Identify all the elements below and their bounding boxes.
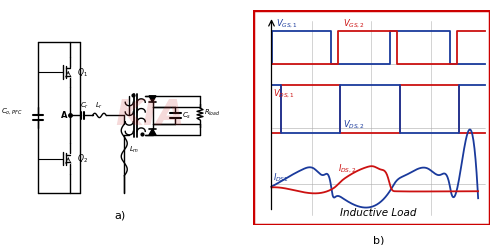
Text: $Q_1$: $Q_1$ [78,66,88,79]
Text: a): a) [114,210,126,220]
Polygon shape [149,96,156,102]
Text: $L_r$: $L_r$ [95,100,103,111]
Text: $I_{DS,2}$: $I_{DS,2}$ [338,162,357,175]
Text: $C_{o,PFC}$: $C_{o,PFC}$ [1,106,23,116]
Text: $R_{load}$: $R_{load}$ [204,108,221,118]
Text: $I_{DS1}$: $I_{DS1}$ [272,172,288,184]
Text: Inductive Load: Inductive Load [340,208,416,218]
Text: $V_{GS,1}$: $V_{GS,1}$ [276,17,298,30]
Text: KIA: KIA [115,98,185,133]
Text: A: A [61,111,68,120]
Text: $V_{DS,1}$: $V_{DS,1}$ [272,87,295,100]
Polygon shape [149,129,156,135]
Text: $C_s$: $C_s$ [182,110,192,121]
Text: b): b) [372,235,384,245]
Text: $Q_2$: $Q_2$ [78,152,88,165]
Text: $V_{GS,2}$: $V_{GS,2}$ [343,17,365,30]
Text: $V_{DS,2}$: $V_{DS,2}$ [343,119,365,131]
Text: $L_m$: $L_m$ [129,145,139,155]
Text: $C_r$: $C_r$ [80,100,89,111]
